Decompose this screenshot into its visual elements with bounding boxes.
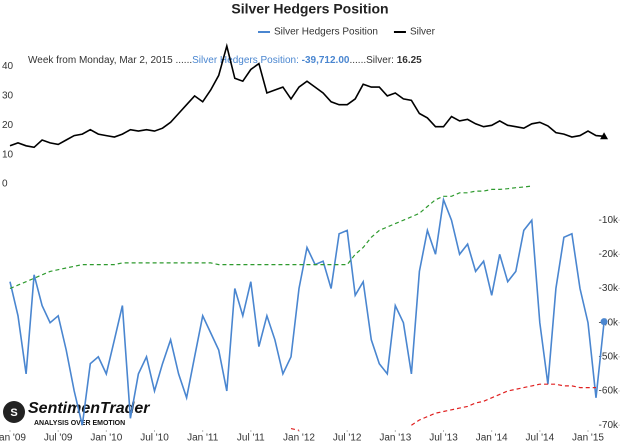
band-line <box>290 383 596 431</box>
x-tick-label: Jan '13 <box>379 433 411 444</box>
series-line <box>9 196 605 426</box>
legend-label: Silver <box>410 27 436 38</box>
logo-name: SentimenTrader <box>28 400 150 417</box>
x-tick-label: Jul '09 <box>44 433 73 444</box>
x-tick-label: Jul '14 <box>526 433 555 444</box>
y2-tick-label: -70k <box>599 420 619 431</box>
x-tick-label: Jan '11 <box>187 433 219 444</box>
logo-icon-letter: S <box>10 407 17 419</box>
end-marker <box>600 318 608 326</box>
annotation-value: -39,712.00 <box>302 55 350 66</box>
y-tick-label: 20 <box>2 120 14 131</box>
x-tick-label: Jan '12 <box>283 433 315 444</box>
logo-icon <box>3 401 25 423</box>
x-tick-label: Jul '11 <box>237 433 265 444</box>
y-tick-label: 0 <box>2 179 8 190</box>
x-tick-label: Jan '15 <box>572 433 604 444</box>
y2-tick-label: -10k <box>599 215 619 226</box>
chart-title: Silver Hedgers Position <box>231 1 388 17</box>
series-line <box>9 42 605 149</box>
logo: S SentimenTrader ANALYSIS OVER EMOTION <box>3 400 150 427</box>
band-line <box>9 185 532 290</box>
y2-tick-label: -30k <box>599 283 619 294</box>
annotation-prefix: Week from Monday, Mar 2, 2015 ...... <box>28 55 192 66</box>
y-tick-label: 30 <box>2 91 14 102</box>
annotation-separator: ......Silver: <box>349 55 396 66</box>
y2-tick-label: -40k <box>599 317 619 328</box>
x-tick-label: Jul '10 <box>140 433 169 444</box>
y2-tick-label: -50k <box>599 351 619 362</box>
x-tick-label: Jan '09 <box>0 433 26 444</box>
y2-tick-label: -20k <box>599 249 619 260</box>
x-tick-label: Jul '13 <box>429 433 458 444</box>
y-tick-label: 40 <box>2 61 14 72</box>
annotation-series: Silver Hedgers Position: <box>192 55 302 66</box>
annotation: Week from Monday, Mar 2, 2015 ......Silv… <box>28 55 422 66</box>
x-tick-label: Jul '12 <box>333 433 362 444</box>
y-tick-label: 10 <box>2 149 14 160</box>
end-marker <box>600 132 609 140</box>
y2-tick-label: -60k <box>599 386 619 397</box>
x-tick-label: Jan '14 <box>476 433 508 444</box>
legend-label: Silver Hedgers Position <box>274 27 378 38</box>
logo-tagline: ANALYSIS OVER EMOTION <box>34 420 125 427</box>
x-tick-label: Jan '10 <box>90 433 122 444</box>
annotation-silver: 16.25 <box>397 55 422 66</box>
